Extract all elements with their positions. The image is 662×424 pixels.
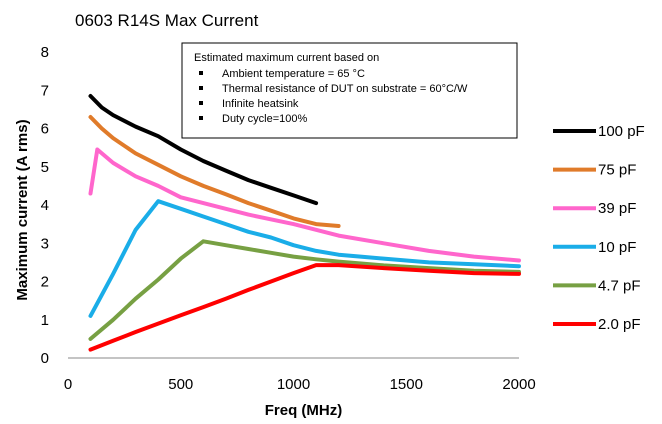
legend-label-1: 75 pF [598, 162, 636, 179]
chart-title: 0603 R14S Max Current [75, 11, 259, 30]
x-axis-title: Freq (MHz) [265, 402, 343, 419]
series-lines [88, 94, 521, 352]
bullet-marker [199, 86, 203, 90]
annotation-bullet: Ambient temperature = 65 °C [222, 68, 365, 80]
legend-label-0: 100 pF [598, 123, 645, 140]
legend-label-3: 10 pF [598, 239, 636, 256]
series-line-1 [88, 115, 341, 228]
x-axis-ticks: 0 500 1000 1500 2000 [64, 376, 536, 393]
y-tick-label: 0 [41, 350, 49, 367]
y-tick-label: 4 [41, 197, 49, 214]
annotation-bullets: Ambient temperature = 65 °C Thermal resis… [199, 68, 468, 125]
annotation-heading: Estimated maximum current based on [194, 52, 379, 64]
annotation-box: Estimated maximum current based on Ambie… [181, 42, 518, 139]
legend: 100 pF 75 pF 39 pF 10 pF 4.7 pF 2.0 pF [553, 123, 645, 333]
y-tick-label: 5 [41, 159, 49, 176]
y-tick-label: 2 [41, 274, 49, 291]
annotation-bullet: Duty cycle=100% [222, 113, 308, 125]
y-tick-label: 7 [41, 82, 49, 99]
series-line-5 [88, 263, 521, 352]
series-line-0 [88, 94, 319, 206]
x-tick-label: 0 [64, 376, 72, 393]
legend-label-4: 4.7 pF [598, 277, 641, 294]
bullet-marker [199, 116, 203, 120]
x-tick-label: 500 [168, 376, 193, 393]
annotation-bullet: Thermal resistance of DUT on substrate =… [222, 83, 468, 95]
x-tick-label: 1500 [390, 376, 423, 393]
y-tick-label: 6 [41, 121, 49, 138]
bullet-marker [199, 101, 203, 105]
x-tick-label: 1000 [277, 376, 310, 393]
y-tick-label: 1 [41, 312, 49, 329]
series-line-3 [88, 199, 521, 318]
series-line-4 [88, 239, 521, 341]
y-tick-label: 8 [41, 44, 49, 61]
legend-label-5: 2.0 pF [598, 316, 641, 333]
bullet-marker [199, 71, 203, 75]
annotation-bullet: Infinite heatsink [222, 98, 299, 110]
series-line-2 [88, 147, 521, 263]
y-tick-label: 3 [41, 235, 49, 252]
y-axis-ticks: 0 1 2 3 4 5 6 7 8 [41, 44, 49, 367]
legend-label-2: 39 pF [598, 200, 636, 217]
y-axis-title: Maximum current (A rms) [14, 119, 31, 300]
x-tick-label: 2000 [502, 376, 535, 393]
annotation-border [181, 42, 518, 139]
